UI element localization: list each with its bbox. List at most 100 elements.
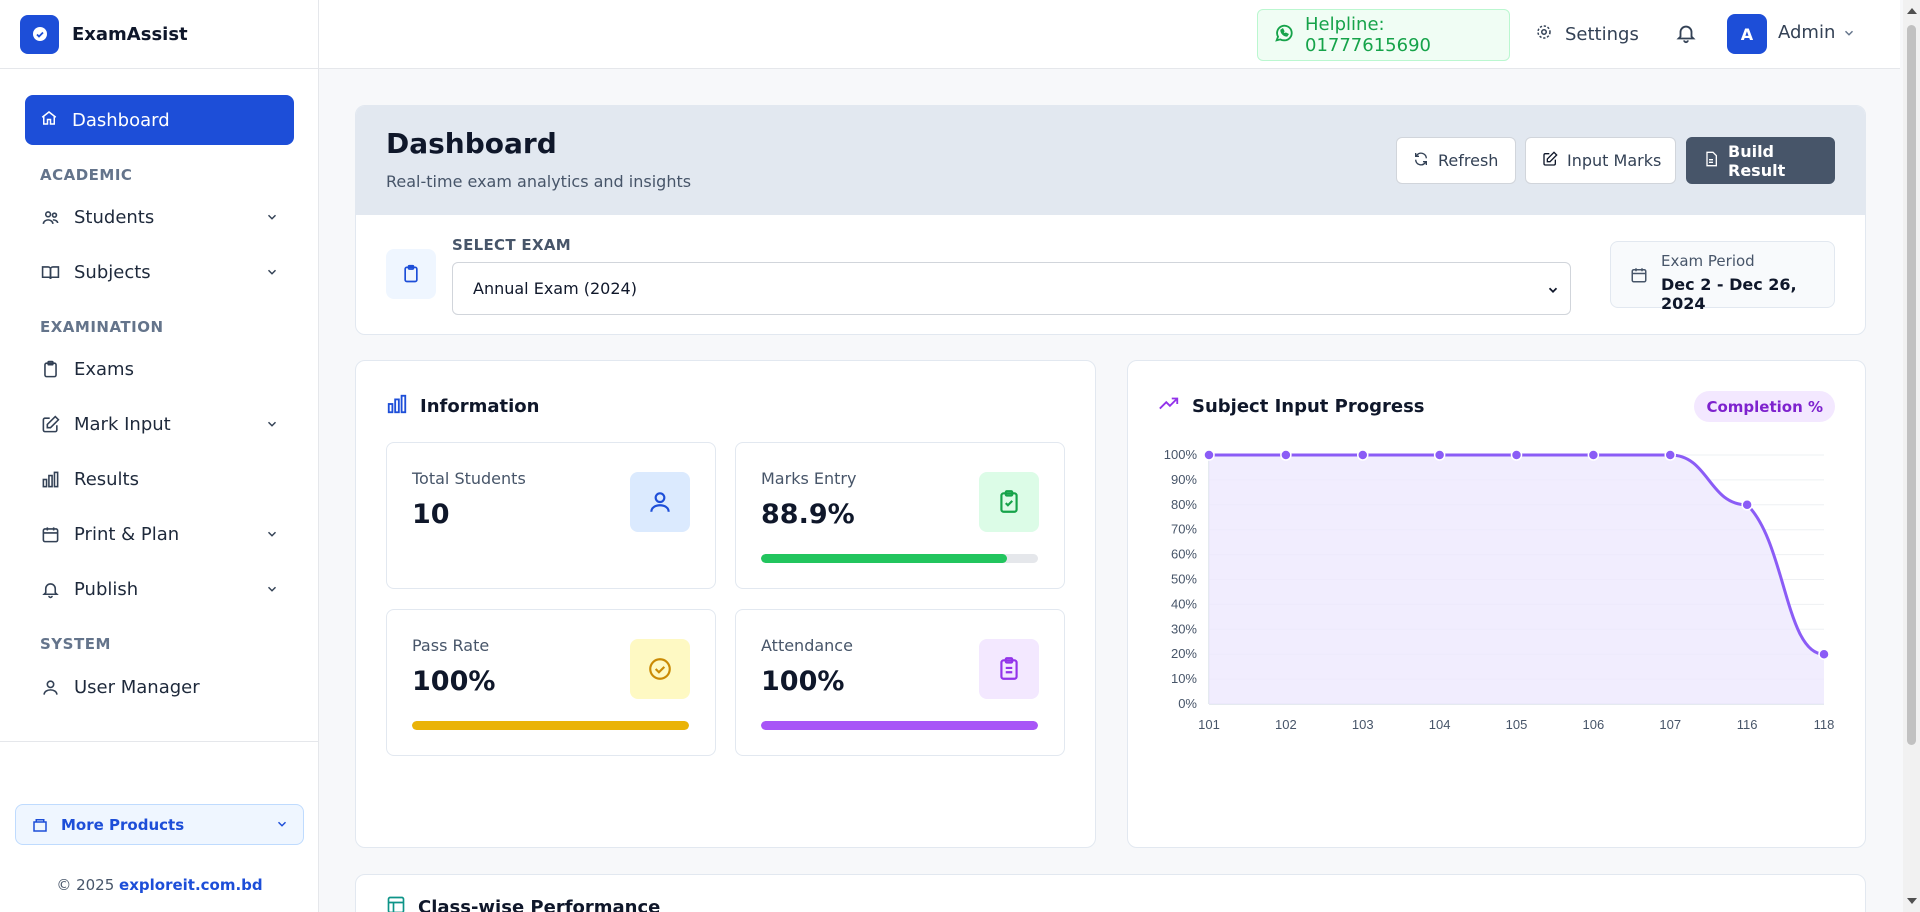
data-point [1741,499,1753,511]
sidebar-item-publish[interactable]: Publish [25,567,294,611]
subject-progress-chart: 0% 10% 20% 30% 40% 50% 60% 70% 80% 90% 100% 101 102 1… [1164,447,1835,732]
area-fill [1209,455,1824,704]
more-products-button[interactable]: More Products [15,804,304,845]
data-point [1587,449,1600,461]
x-tick-label: 105 [1506,717,1528,732]
x-tick-label: 107 [1659,717,1681,732]
data-point [1280,449,1292,461]
x-tick-label: 118 [1814,717,1835,732]
helpline-button[interactable]: Helpline: 01777615690 [1257,9,1510,61]
y-tick-label: 90% [1171,472,1197,487]
stat-label: Attendance [761,636,853,655]
sidebar-item-mark-input[interactable]: Mark Input [25,402,294,446]
bell-icon[interactable] [1675,22,1697,48]
build-result-button[interactable]: Build Result [1686,137,1835,184]
brand[interactable]: ExamAssist [0,0,318,69]
x-tick-label: 104 [1429,717,1451,732]
edit-icon [1542,150,1558,171]
clipboard-icon [386,249,436,299]
subject-progress-title-text: Subject Input Progress [1192,396,1425,417]
progress-fill [761,721,1038,730]
y-tick-label: 10% [1171,671,1197,686]
sidebar-item-print-plan[interactable]: Print & Plan [25,512,294,556]
y-tick-label: 100% [1164,447,1198,462]
progress-fill [761,554,1008,563]
scroll-down-arrow-icon[interactable] [1907,898,1917,904]
sidebar-item-label: Mark Input [74,413,171,435]
data-point [1510,449,1523,461]
chevron-down-icon [275,817,289,835]
exam-period-label: Exam Period [1661,252,1755,270]
input-marks-button[interactable]: Input Marks [1525,137,1676,184]
subject-progress-title: Subject Input Progress [1158,393,1425,420]
x-tick-label: 102 [1275,717,1297,732]
pass-rate-progress [412,721,689,730]
section-system: SYSTEM [40,635,111,653]
settings-button[interactable]: Settings [1535,18,1639,50]
calendar-icon [1630,266,1648,288]
brand-logo-icon [20,14,59,54]
sidebar-item-subjects[interactable]: Subjects [25,250,294,294]
information-title-text: Information [420,396,540,417]
total-students-stat: Total Students 10 [386,442,716,589]
stat-label: Pass Rate [412,636,490,655]
bar-chart-icon [386,393,408,420]
y-tick-label: 50% [1171,572,1197,587]
scroll-up-arrow-icon[interactable] [1907,8,1917,14]
data-point [1203,449,1215,461]
sidebar-divider [0,741,319,742]
clipboard-check-icon [979,472,1039,532]
subject-progress-card: Subject Input Progress Completion % 0% 10… [1127,360,1866,848]
more-products-label: More Products [61,815,185,834]
sidebar-item-label: Exams [74,358,134,380]
chevron-down-icon[interactable] [1842,25,1856,44]
copyright-prefix: © 2025 [56,876,120,894]
exam-select[interactable]: Annual Exam (2024) [452,262,1571,315]
sidebar-item-label: Students [74,206,155,228]
exam-period-value: Dec 2 - Dec 26, 2024 [1661,275,1797,313]
grid-icon [386,895,406,912]
dashboard-header-card: Dashboard Real-time exam analytics and i… [355,105,1866,335]
exam-select-value: Annual Exam (2024) [473,279,637,298]
sidebar-item-user-manager[interactable]: User Manager [25,665,294,709]
chevron-down-icon [265,208,279,229]
refresh-button[interactable]: Refresh [1396,137,1516,184]
scrollbar[interactable] [1903,0,1920,912]
chevron-down-icon [265,525,279,546]
sidebar-item-label: Print & Plan [74,523,180,545]
copyright: © 2025 exploreit.com.bd [0,876,319,894]
brand-name: ExamAssist [72,23,188,45]
exam-select-row: SELECT EXAM Annual Exam (2024) Exam Peri… [356,215,1865,334]
copyright-link[interactable]: exploreit.com.bd [119,876,263,894]
pass-rate-stat: Pass Rate 100% [386,609,716,756]
sidebar-item-results[interactable]: Results [25,457,294,501]
whatsapp-icon [1273,22,1295,49]
sidebar: ExamAssist Dashboard ACADEMIC Students S… [0,0,319,912]
section-academic: ACADEMIC [40,166,133,184]
sidebar-item-students[interactable]: Students [25,195,294,239]
header-top: Dashboard Real-time exam analytics and i… [356,106,1865,215]
sidebar-item-label: Results [74,468,139,490]
information-title: Information [386,393,539,420]
settings-label: Settings [1565,23,1639,45]
attendance-progress [761,721,1038,730]
calendar-icon [40,524,60,544]
refresh-label: Refresh [1438,151,1499,170]
y-tick-label: 40% [1171,596,1197,611]
avatar[interactable]: A [1727,14,1767,54]
data-point [1433,449,1446,461]
section-examination: EXAMINATION [40,318,164,336]
x-tick-label: 101 [1198,717,1220,732]
progress-fill [412,721,689,730]
clipboard-list-icon [979,639,1039,699]
helpline-label: Helpline: 01777615690 [1305,14,1431,56]
sidebar-item-dashboard[interactable]: Dashboard [25,95,294,145]
stat-value: 100% [761,666,845,697]
user-name[interactable]: Admin [1778,22,1836,43]
sidebar-item-exams[interactable]: Exams [25,347,294,391]
data-point [1357,449,1369,461]
scroll-thumb[interactable] [1907,25,1916,745]
stat-label: Marks Entry [761,469,857,488]
bell-icon [40,579,60,599]
sidebar-item-label: Subjects [74,261,151,283]
